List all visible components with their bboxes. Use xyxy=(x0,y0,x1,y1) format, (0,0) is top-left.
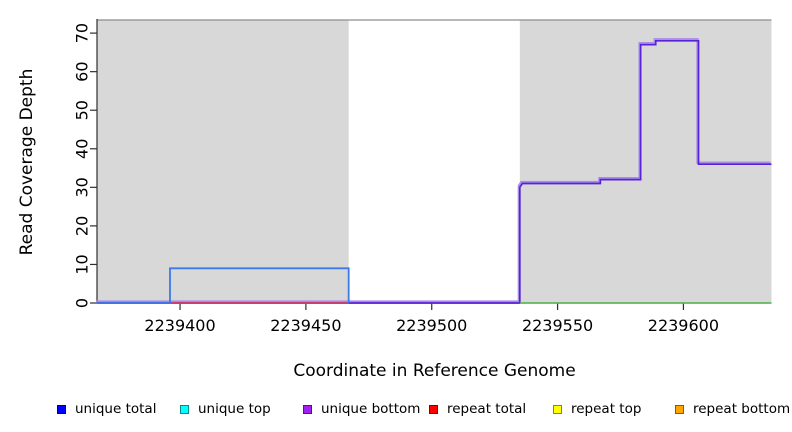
x-tick-label: 2239450 xyxy=(270,316,341,335)
series-path-unique-bottom xyxy=(97,39,772,304)
y-tick-label: 0 xyxy=(73,298,92,308)
x-tick-label: 2239600 xyxy=(648,316,719,335)
y-tick-label: 40 xyxy=(73,139,92,159)
legend-label: unique total xyxy=(75,401,157,417)
legend-label: unique bottom xyxy=(321,401,421,417)
y-tick-label: 30 xyxy=(73,177,92,197)
x-tick-label: 2239400 xyxy=(144,316,215,335)
legend-swatch-icon xyxy=(303,404,312,414)
legend-label: unique top xyxy=(198,401,271,417)
legend-swatch-icon xyxy=(57,404,66,414)
legend-item-unique-bottom: unique bottom xyxy=(303,398,420,420)
y-tick-label: 70 xyxy=(73,23,92,43)
legend-label: repeat total xyxy=(447,401,527,417)
x-axis-title: Coordinate in Reference Genome xyxy=(293,361,576,381)
legend-label: repeat top xyxy=(571,401,642,417)
series-halo-unique-bottom xyxy=(96,38,771,303)
x-tick-label: 2239550 xyxy=(522,316,593,335)
legend-item-repeat-total: repeat total xyxy=(429,398,526,420)
legend-swatch-icon xyxy=(180,404,189,414)
y-tick-label: 20 xyxy=(73,216,92,236)
y-axis-title: Read Coverage Depth xyxy=(17,68,37,256)
right-gray-region xyxy=(519,20,772,303)
x-tick-label: 2239500 xyxy=(396,316,467,335)
series-path-unique-total xyxy=(97,267,350,304)
legend-item-unique-top: unique top xyxy=(180,398,271,420)
legend: unique total unique top unique bottom repea… xyxy=(0,398,792,422)
legend-item-repeat-bottom: repeat bottom xyxy=(675,398,790,420)
y-tick-label: 60 xyxy=(73,61,92,81)
y-tick-label: 10 xyxy=(73,254,92,274)
legend-item-repeat-top: repeat top xyxy=(553,398,641,420)
legend-swatch-icon xyxy=(675,404,684,414)
legend-item-unique-total: unique total xyxy=(57,398,156,420)
legend-swatch-icon xyxy=(553,404,562,414)
legend-swatch-icon xyxy=(429,404,438,414)
left-gray-region xyxy=(97,20,349,303)
y-tick-label: 50 xyxy=(73,100,92,120)
legend-label: repeat bottom xyxy=(693,401,791,417)
